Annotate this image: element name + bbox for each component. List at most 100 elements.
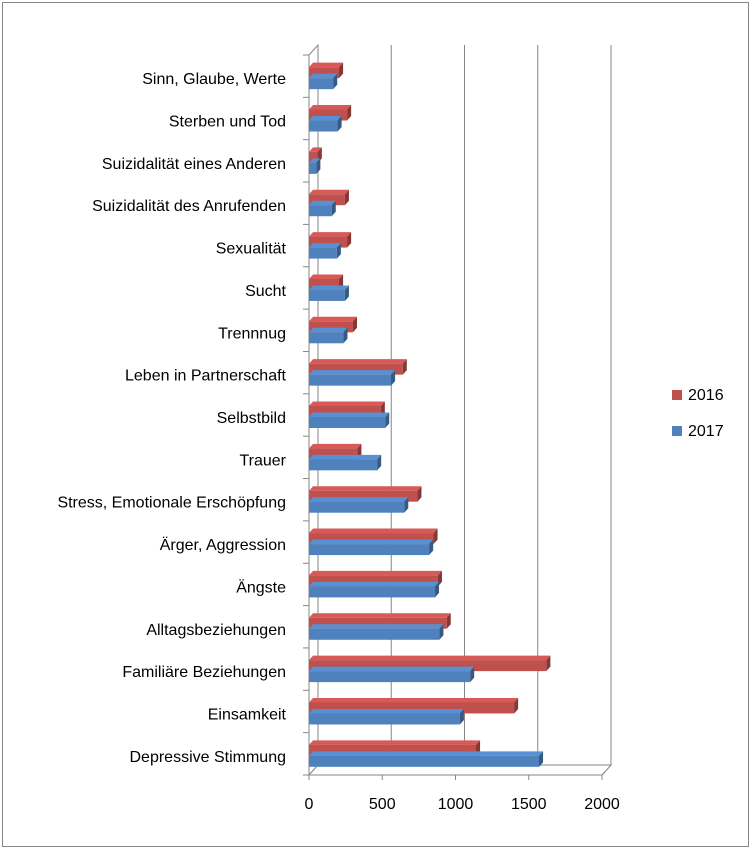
- bar-2016: [309, 528, 438, 545]
- bar-2016-top: [309, 316, 357, 322]
- x-tick-label: 2000: [584, 796, 620, 813]
- bar-2017: [309, 200, 336, 217]
- bar-2017-top: [309, 412, 390, 417]
- bar-2017-front: [309, 374, 392, 386]
- bar-2016-top: [309, 189, 349, 195]
- category-label: Ärger, Aggression: [160, 536, 286, 554]
- x-tick-label: 500: [369, 796, 396, 813]
- bar-2016-end: [514, 697, 519, 714]
- category-label: Sterben und Tod: [169, 114, 286, 131]
- bar-2016: [309, 62, 344, 79]
- category-label: Sexualität: [216, 241, 287, 258]
- category-label: Trennnug: [218, 325, 286, 342]
- bar-2017-end: [344, 285, 349, 301]
- bar-2017-top: [309, 116, 342, 121]
- bar-2017-front: [309, 162, 317, 174]
- bar-2017-end: [385, 412, 390, 428]
- bar-2017-end: [377, 454, 382, 471]
- bar-2016-top: [309, 655, 551, 661]
- bar-2017-end: [539, 751, 544, 767]
- floor: [307, 764, 613, 776]
- x-tick-label: 1500: [511, 796, 547, 813]
- bar-2016-top: [309, 443, 362, 449]
- bar-2016: [309, 316, 357, 333]
- category-label: Stress, Emotionale Erschöpfung: [57, 495, 286, 512]
- bar-2017: [309, 581, 440, 598]
- bar-2017-top: [309, 539, 434, 545]
- bar-2016: [309, 359, 407, 375]
- bar-2016-end: [347, 105, 352, 121]
- legend-swatch-2017: [672, 426, 682, 436]
- bar-2016: [309, 655, 551, 672]
- bar-2017-top: [309, 751, 544, 756]
- bar-2017: [309, 751, 544, 767]
- category-label: Ängste: [236, 578, 286, 596]
- bar-layer: [309, 62, 551, 767]
- bar-2016-end: [402, 359, 407, 375]
- bar-2017: [309, 412, 390, 428]
- bar-2016-top: [309, 147, 322, 152]
- bar-2016-end: [433, 528, 438, 545]
- category-label: Trauer: [239, 452, 286, 469]
- bar-2016-top: [309, 697, 519, 703]
- bar-2017-end: [331, 200, 336, 217]
- bar-2017-top: [309, 200, 336, 206]
- bar-2016-top: [309, 232, 352, 237]
- bar-2017-top: [309, 624, 444, 629]
- category-label: Suizidalität eines Anderen: [102, 156, 286, 173]
- x-tick-label: 1000: [438, 796, 474, 813]
- bar-2016: [309, 697, 519, 714]
- bar-2016-front: [309, 363, 403, 375]
- bar-2016-end: [344, 189, 349, 206]
- bar-2016-end: [546, 655, 551, 672]
- label-layer: 0 500 1000 1500 2000 Sinn, Glaube, Werte Sterb…: [57, 71, 619, 813]
- legend-label-2016: 2016: [688, 387, 724, 404]
- bar-2017-front: [309, 332, 344, 344]
- bar-2017-top: [309, 327, 348, 333]
- bar-2017-front: [309, 628, 440, 640]
- bar-2016-front: [309, 702, 515, 714]
- bar-2016-front: [309, 448, 358, 460]
- bar-2017: [309, 370, 396, 386]
- bar-2017-end: [439, 624, 444, 640]
- bar-2017: [309, 708, 464, 725]
- bar-2017: [309, 624, 444, 640]
- bar-2016-front: [309, 533, 434, 545]
- bar-2016-front: [309, 67, 340, 79]
- bar-2017-end: [337, 116, 342, 132]
- bar-2016-top: [309, 486, 422, 491]
- bar-2017-front: [309, 417, 386, 428]
- bar-2017: [309, 116, 342, 132]
- bar-2017-front: [309, 544, 430, 556]
- bar-2016-end: [446, 613, 451, 629]
- bar-2017: [309, 73, 338, 90]
- legend: 2016 2017: [672, 387, 724, 440]
- x-tick-label: 0: [305, 796, 314, 813]
- bar-2017-end: [316, 158, 321, 174]
- bar-2017-end: [470, 666, 475, 683]
- bar-2017-front: [309, 671, 471, 683]
- category-label: Suizidalität des Anrufenden: [92, 198, 286, 215]
- legend-swatch-2016: [672, 390, 682, 400]
- category-label: Sinn, Glaube, Werte: [142, 71, 286, 88]
- bar-2016-top: [309, 274, 344, 279]
- bar-2016-front: [309, 490, 418, 502]
- category-label: Alltagsbeziehungen: [146, 622, 286, 639]
- bar-2016-front: [309, 744, 477, 756]
- bar-2016: [309, 232, 352, 248]
- bar-2017-top: [309, 285, 349, 290]
- bar-2017-front: [309, 289, 345, 301]
- bar-2017-top: [309, 581, 440, 587]
- bar-2017-end: [459, 708, 464, 725]
- bar-2017-top: [309, 158, 321, 163]
- bar-2016-top: [309, 359, 407, 364]
- bar-2016-front: [309, 236, 348, 248]
- category-label: Einsamkeit: [208, 706, 287, 723]
- bar-2017-front: [309, 78, 334, 90]
- bar-2016-top: [309, 401, 385, 406]
- bar-2017: [309, 158, 321, 174]
- bar-2016: [309, 189, 349, 206]
- bar-2016-end: [347, 232, 352, 248]
- bar-2017-top: [309, 370, 396, 375]
